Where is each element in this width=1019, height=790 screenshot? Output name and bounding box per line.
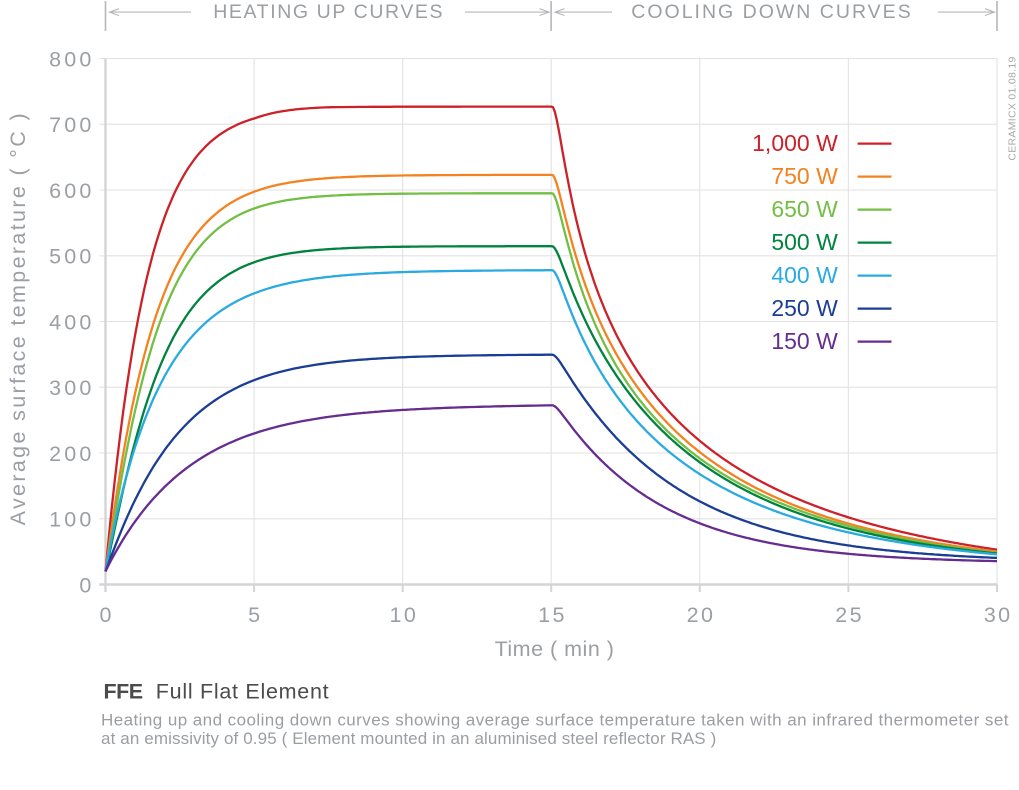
svg-text:25: 25 <box>835 603 864 627</box>
svg-text:700: 700 <box>49 113 94 137</box>
svg-text:500 W: 500 W <box>771 229 838 255</box>
svg-text:400: 400 <box>49 310 94 334</box>
svg-text:10: 10 <box>390 603 419 627</box>
svg-text:CERAMICX 01.08.19: CERAMICX 01.08.19 <box>1007 56 1019 160</box>
svg-text:15: 15 <box>538 603 567 627</box>
svg-text:100: 100 <box>49 508 94 532</box>
svg-text:650 W: 650 W <box>771 196 838 222</box>
svg-text:200: 200 <box>49 442 94 466</box>
svg-text:20: 20 <box>687 603 716 627</box>
svg-text:750 W: 750 W <box>771 163 838 189</box>
svg-text:300: 300 <box>49 376 94 400</box>
svg-text:Time ( min ): Time ( min ) <box>495 637 615 661</box>
svg-text:Full Flat Element: Full Flat Element <box>156 679 330 703</box>
svg-text:0: 0 <box>79 573 94 597</box>
svg-text:COOLING DOWN CURVES: COOLING DOWN CURVES <box>631 1 912 23</box>
svg-text:150 W: 150 W <box>771 328 838 354</box>
svg-text:30: 30 <box>984 603 1013 627</box>
svg-text:FFE: FFE <box>104 679 143 703</box>
svg-text:250 W: 250 W <box>771 295 838 321</box>
svg-text:600: 600 <box>49 179 94 203</box>
svg-text:1,000 W: 1,000 W <box>752 130 838 156</box>
svg-text:400 W: 400 W <box>771 262 838 288</box>
svg-text:500: 500 <box>49 245 94 269</box>
svg-text:at an emissivity of 0.95 ( El: at an emissivity of 0.95 ( Element mount… <box>101 729 716 748</box>
svg-text:Average surface temperature (: Average surface temperature ( °C ) <box>6 111 30 525</box>
svg-text:0: 0 <box>100 603 114 627</box>
svg-text:HEATING UP CURVES: HEATING UP CURVES <box>213 1 444 23</box>
svg-text:Heating up and cooling down cu: Heating up and cooling down curves showi… <box>101 711 1009 730</box>
svg-text:800: 800 <box>49 47 94 71</box>
svg-text:5: 5 <box>248 603 262 627</box>
